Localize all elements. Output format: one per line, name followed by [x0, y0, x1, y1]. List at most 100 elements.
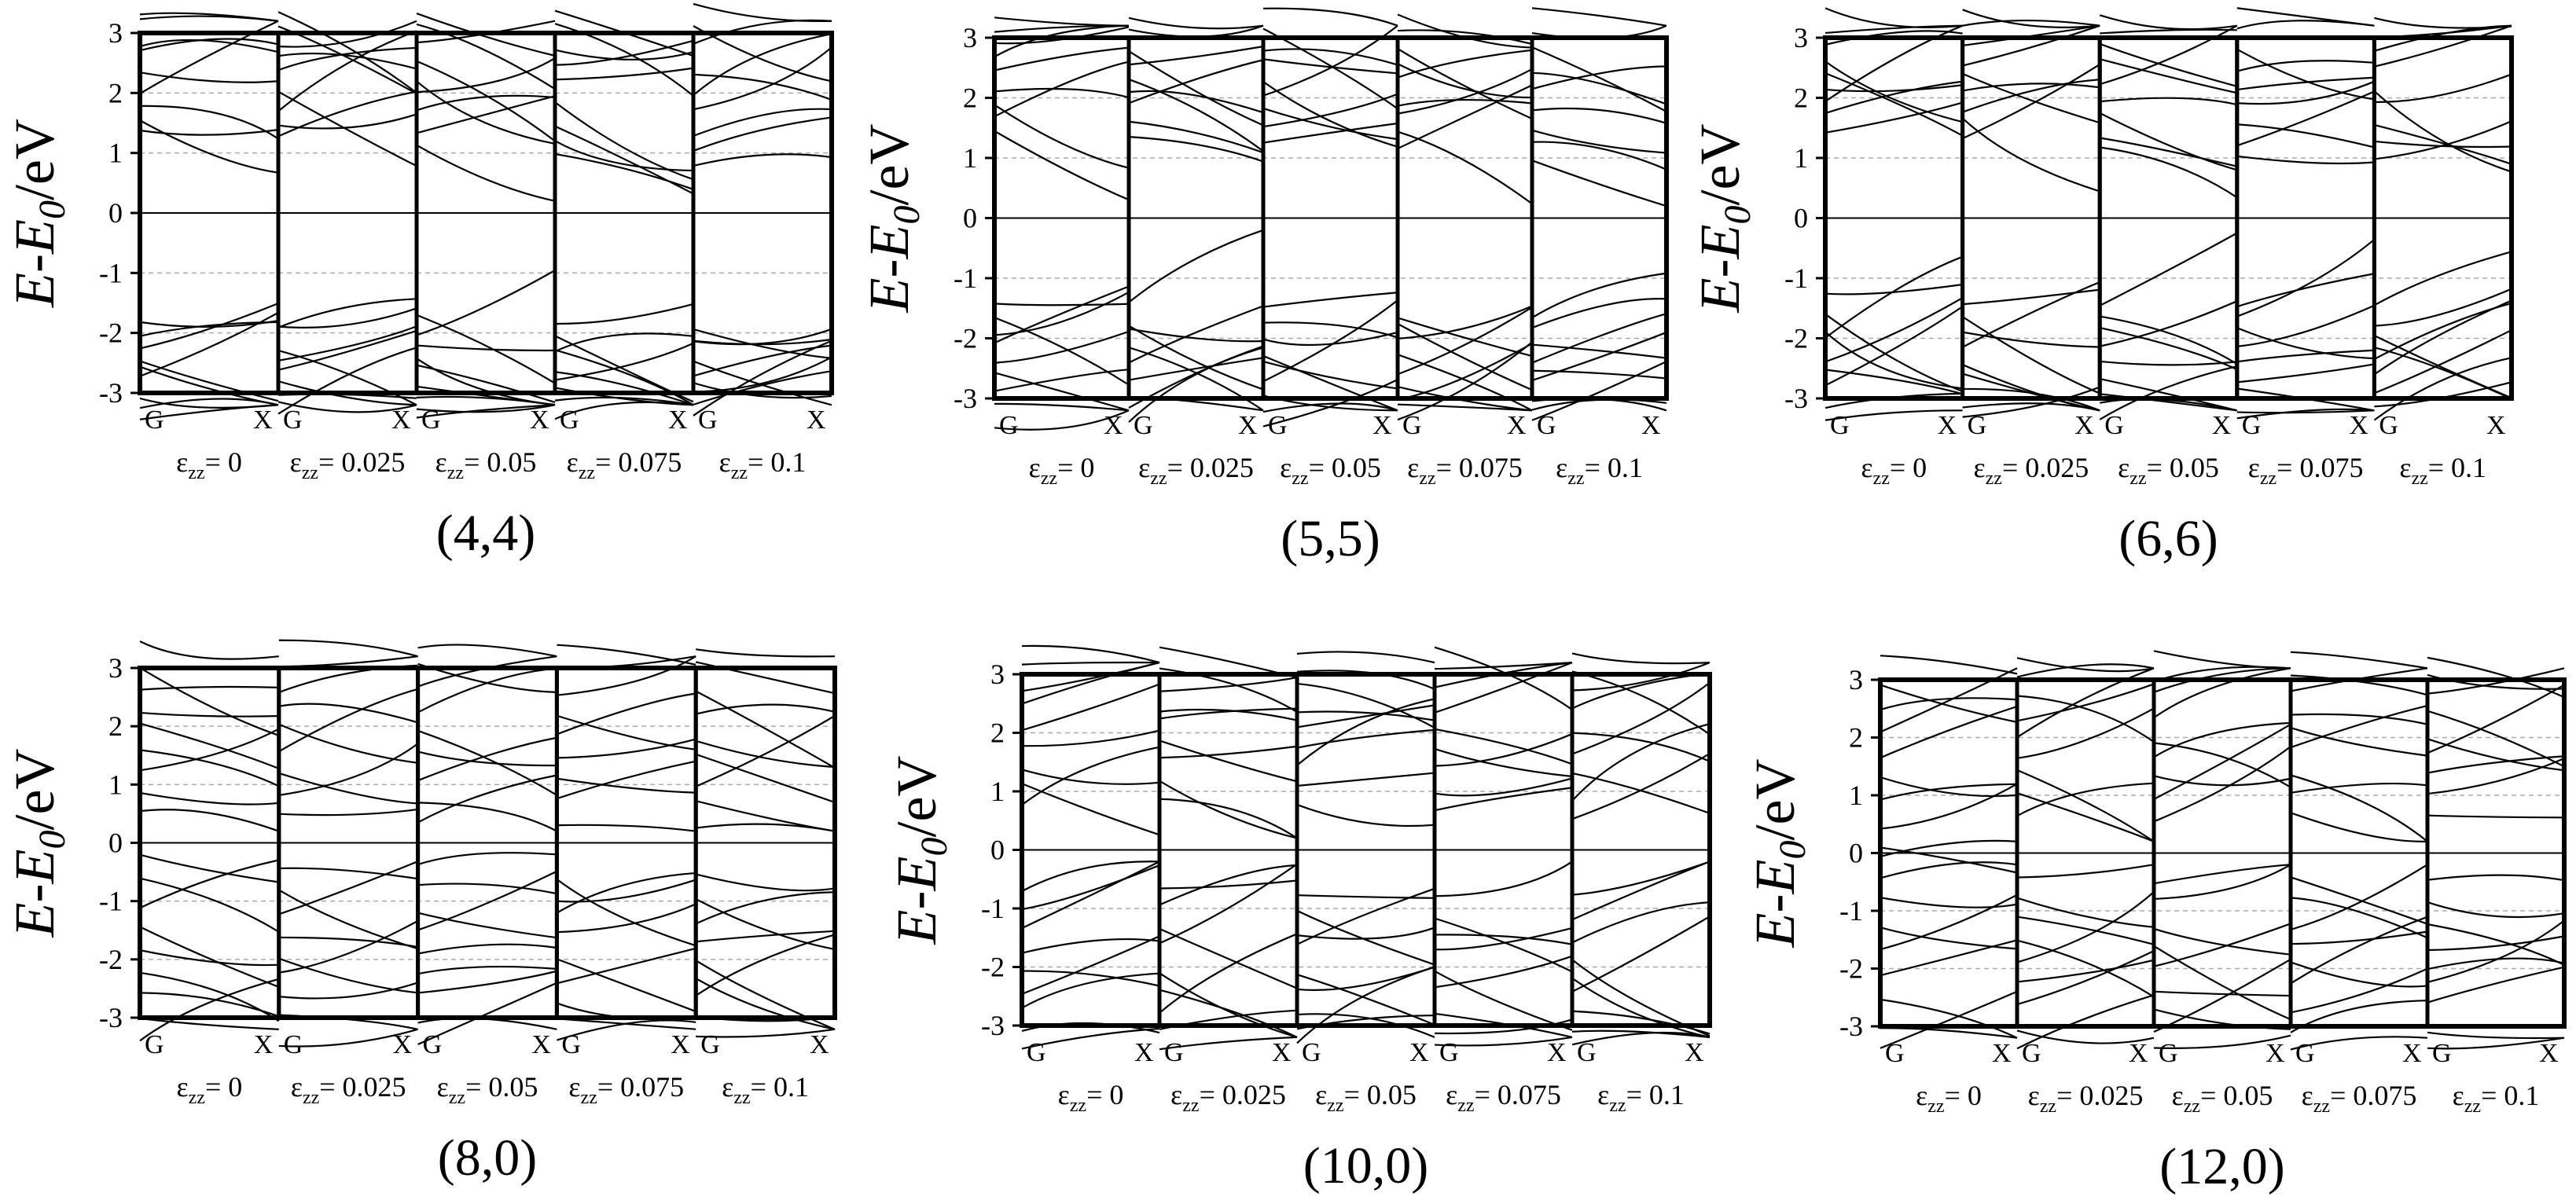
- band-line: [2290, 726, 2428, 757]
- band-line: [1531, 65, 1667, 90]
- band-line: [139, 640, 279, 660]
- x-tick-label: X: [2539, 1039, 2559, 1068]
- band-line: [417, 750, 557, 767]
- y-tick-label: 2: [1849, 722, 1863, 754]
- band-line: [1159, 707, 1298, 720]
- band-line: [554, 125, 694, 195]
- band-line: [1434, 646, 1573, 710]
- band-line: [2374, 381, 2512, 408]
- band-line: [1159, 745, 1298, 759]
- band-line: [1880, 846, 2018, 874]
- x-tick-label: G: [1027, 1038, 1046, 1067]
- band-line: [1880, 667, 2018, 733]
- y-tick-label: 2: [1794, 83, 1808, 114]
- band-line: [139, 877, 280, 933]
- band-line: [1880, 998, 2018, 1039]
- band-line: [994, 87, 1130, 99]
- band-line: [2016, 916, 2155, 945]
- x-tick-label: G: [1577, 1038, 1597, 1067]
- band-line: [1531, 369, 1667, 380]
- band-line: [1962, 387, 2100, 412]
- x-tick-label: G: [1402, 411, 1422, 440]
- band-line: [2290, 704, 2428, 749]
- band-line: [1159, 667, 1298, 713]
- band-line: [139, 685, 279, 691]
- y-tick-label: 0: [1794, 203, 1808, 234]
- band-line: [278, 1028, 418, 1048]
- x-tick-label: G: [560, 406, 579, 435]
- band-line: [1262, 81, 1398, 148]
- band-line: [2016, 792, 2155, 842]
- band-line: [1880, 897, 2018, 908]
- band-line: [1397, 63, 1533, 99]
- band-line: [1128, 46, 1264, 66]
- band-line: [277, 298, 417, 328]
- y-tick-label: 1: [963, 142, 977, 174]
- x-tick-label: G: [561, 1030, 581, 1059]
- x-tick-label: X: [807, 406, 826, 435]
- y-tick-label: 0: [108, 197, 123, 229]
- band-line: [278, 655, 418, 668]
- y-tick-label: -2: [981, 952, 1005, 983]
- band-line: [1825, 409, 1963, 421]
- band-line: [994, 372, 1130, 412]
- subfigure-title: (5,5): [1281, 510, 1380, 567]
- band-line: [1021, 861, 1160, 893]
- band-line: [417, 729, 557, 796]
- band-line: [2427, 935, 2565, 952]
- strain-label: εzz= 0.075: [1446, 1079, 1561, 1116]
- band-line: [2374, 140, 2512, 149]
- band-line: [1262, 292, 1398, 308]
- band-line: [2099, 300, 2238, 347]
- x-tick-label: G: [145, 406, 164, 435]
- band-line: [139, 971, 280, 1022]
- band-line: [1962, 386, 2100, 418]
- band-line: [2236, 48, 2375, 101]
- band-line: [2290, 864, 2428, 930]
- band-line: [2016, 663, 2155, 678]
- strain-label: εzz= 0.075: [2248, 452, 2364, 489]
- band-line: [2016, 657, 2155, 673]
- x-tick-label: G: [698, 406, 718, 435]
- band-line: [1128, 347, 1264, 423]
- band-line: [1021, 783, 1160, 836]
- band-line: [2099, 24, 2238, 86]
- x-tick-label: G: [2104, 411, 2124, 440]
- band-line: [2016, 667, 2155, 739]
- band-line: [1531, 72, 1667, 105]
- band-line: [1434, 955, 1573, 989]
- band-line: [277, 25, 417, 95]
- band-line: [1962, 331, 2100, 348]
- band-line: [1021, 935, 1160, 995]
- band-line: [277, 90, 417, 167]
- band-line: [2427, 710, 2565, 768]
- x-tick-label: X: [2265, 1039, 2285, 1068]
- band-line: [994, 46, 1130, 72]
- band-line: [1571, 977, 1711, 1038]
- band-line: [139, 992, 280, 1018]
- band-line: [2016, 1029, 2155, 1044]
- band-line: [557, 777, 696, 794]
- band-line: [1128, 90, 1264, 114]
- band-line: [1962, 402, 2100, 412]
- band-line: [693, 370, 832, 406]
- band-line: [696, 648, 836, 658]
- band-line: [2153, 923, 2291, 967]
- band-line: [1397, 84, 1533, 150]
- band-line: [1021, 864, 1160, 911]
- band-line: [139, 722, 280, 770]
- band-line: [1159, 933, 1298, 1014]
- y-tick-label: -1: [981, 893, 1005, 924]
- band-line: [1397, 29, 1533, 46]
- band-line: [994, 303, 1130, 306]
